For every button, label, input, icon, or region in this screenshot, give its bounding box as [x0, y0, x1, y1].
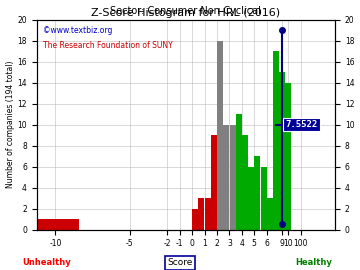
- Title: Z-Score Histogram for HRL (2016): Z-Score Histogram for HRL (2016): [91, 8, 280, 18]
- Bar: [192, 208, 198, 230]
- Bar: [279, 72, 285, 230]
- Bar: [261, 167, 267, 230]
- Bar: [285, 83, 292, 230]
- Bar: [248, 167, 254, 230]
- Bar: [211, 135, 217, 230]
- Text: Score: Score: [167, 258, 193, 267]
- Bar: [242, 135, 248, 230]
- Bar: [273, 51, 279, 230]
- Text: Healthy: Healthy: [295, 258, 332, 267]
- Bar: [223, 125, 229, 230]
- Text: Unhealthy: Unhealthy: [22, 258, 71, 267]
- Bar: [31, 219, 80, 230]
- Bar: [230, 125, 235, 230]
- Bar: [217, 41, 223, 230]
- Text: ©www.textbiz.org: ©www.textbiz.org: [42, 26, 112, 35]
- Bar: [236, 188, 242, 230]
- Text: Sector: Consumer Non-Cyclical: Sector: Consumer Non-Cyclical: [111, 5, 261, 15]
- Bar: [198, 198, 204, 230]
- Text: The Research Foundation of SUNY: The Research Foundation of SUNY: [42, 41, 172, 50]
- Bar: [204, 198, 211, 230]
- Bar: [236, 114, 242, 230]
- Y-axis label: Number of companies (194 total): Number of companies (194 total): [5, 61, 14, 188]
- Text: 7.5522: 7.5522: [285, 120, 318, 129]
- Bar: [267, 198, 273, 230]
- Bar: [255, 156, 260, 230]
